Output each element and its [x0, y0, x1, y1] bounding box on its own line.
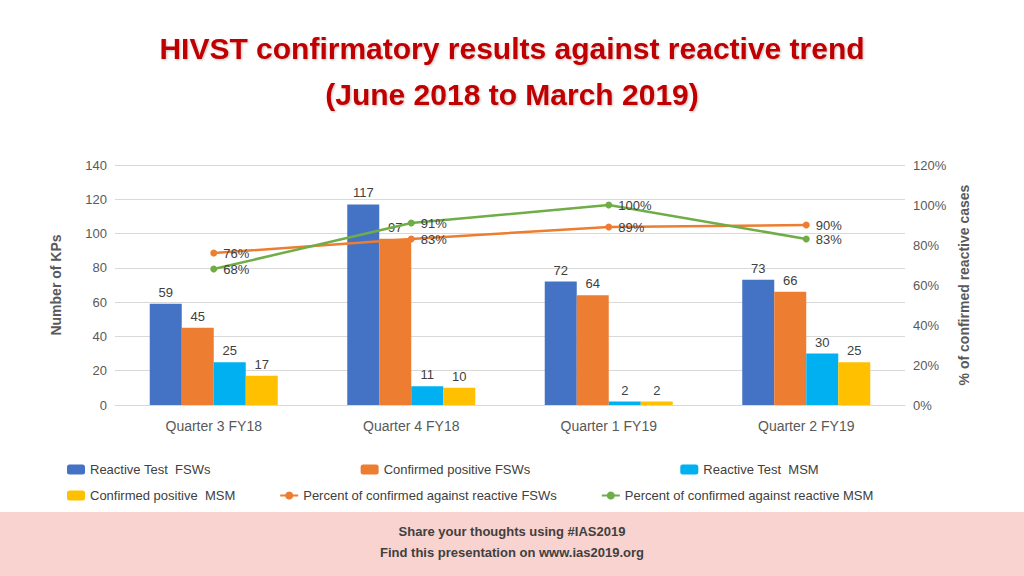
- svg-text:Quarter 2 FY19: Quarter 2 FY19: [758, 418, 855, 434]
- svg-text:11: 11: [421, 367, 435, 382]
- svg-text:Percent of confirmed against r: Percent of confirmed against reactive MS…: [625, 488, 874, 503]
- svg-text:20: 20: [93, 363, 107, 378]
- svg-text:83%: 83%: [816, 232, 842, 247]
- svg-text:100: 100: [85, 226, 107, 241]
- svg-text:68%: 68%: [223, 262, 249, 277]
- svg-text:91%: 91%: [421, 216, 447, 231]
- svg-text:2: 2: [621, 383, 628, 398]
- svg-text:76%: 76%: [223, 246, 249, 261]
- svg-text:100%: 100%: [913, 198, 947, 213]
- svg-text:Share your thoughts using #IAS: Share your thoughts using #IAS2019: [399, 524, 626, 539]
- svg-text:83%: 83%: [421, 232, 447, 247]
- svg-text:97: 97: [388, 219, 403, 235]
- svg-text:117: 117: [353, 185, 374, 200]
- svg-text:120%: 120%: [913, 158, 947, 173]
- svg-text:0%: 0%: [913, 398, 932, 413]
- svg-text:40: 40: [93, 329, 107, 344]
- svg-text:Find this presentation on www.: Find this presentation on www.ias2019.or…: [380, 545, 644, 560]
- svg-text:% of confirmed reactive cases: % of confirmed reactive cases: [956, 184, 972, 385]
- svg-text:89%: 89%: [618, 220, 644, 235]
- svg-text:59: 59: [159, 285, 173, 300]
- svg-text:(June 2018 to March 2019): (June 2018 to March 2019): [325, 78, 699, 111]
- svg-text:25: 25: [223, 343, 237, 358]
- svg-text:73: 73: [751, 261, 765, 276]
- svg-text:72: 72: [554, 263, 568, 278]
- svg-text:0: 0: [100, 398, 107, 413]
- svg-text:Quarter 4 FY18: Quarter 4 FY18: [363, 418, 460, 434]
- svg-text:Reactive Test MSM: Reactive Test MSM: [703, 462, 818, 477]
- svg-text:10: 10: [452, 369, 466, 384]
- svg-text:Reactive Test FSWs: Reactive Test FSWs: [90, 462, 211, 477]
- svg-text:40%: 40%: [913, 318, 939, 333]
- svg-text:Confirmed positive MSM: Confirmed positive MSM: [90, 488, 235, 503]
- svg-text:60: 60: [93, 295, 107, 310]
- svg-text:Number of KPs: Number of KPs: [48, 234, 64, 335]
- svg-text:Percent of confirmed against r: Percent of confirmed against reactive FS…: [303, 488, 557, 503]
- svg-text:80: 80: [93, 260, 107, 275]
- svg-text:90%: 90%: [816, 218, 842, 233]
- svg-text:100%: 100%: [618, 198, 652, 213]
- svg-text:17: 17: [255, 357, 269, 372]
- svg-text:30: 30: [815, 335, 829, 350]
- svg-text:Quarter 1 FY19: Quarter 1 FY19: [561, 418, 658, 434]
- svg-text:2: 2: [653, 383, 660, 398]
- svg-text:Confirmed positive FSWs: Confirmed positive FSWs: [384, 462, 531, 477]
- svg-text:60%: 60%: [913, 278, 939, 293]
- svg-text:64: 64: [586, 276, 600, 291]
- svg-text:120: 120: [85, 192, 107, 207]
- svg-text:80%: 80%: [913, 238, 939, 253]
- svg-text:66: 66: [783, 273, 797, 288]
- svg-text:45: 45: [191, 309, 205, 324]
- svg-text:20%: 20%: [913, 358, 939, 373]
- svg-text:HIVST confirmatory results aga: HIVST confirmatory results against react…: [159, 32, 864, 65]
- svg-text:Quarter 3 FY18: Quarter 3 FY18: [166, 418, 263, 434]
- svg-text:25: 25: [847, 343, 861, 358]
- svg-text:140: 140: [85, 158, 107, 173]
